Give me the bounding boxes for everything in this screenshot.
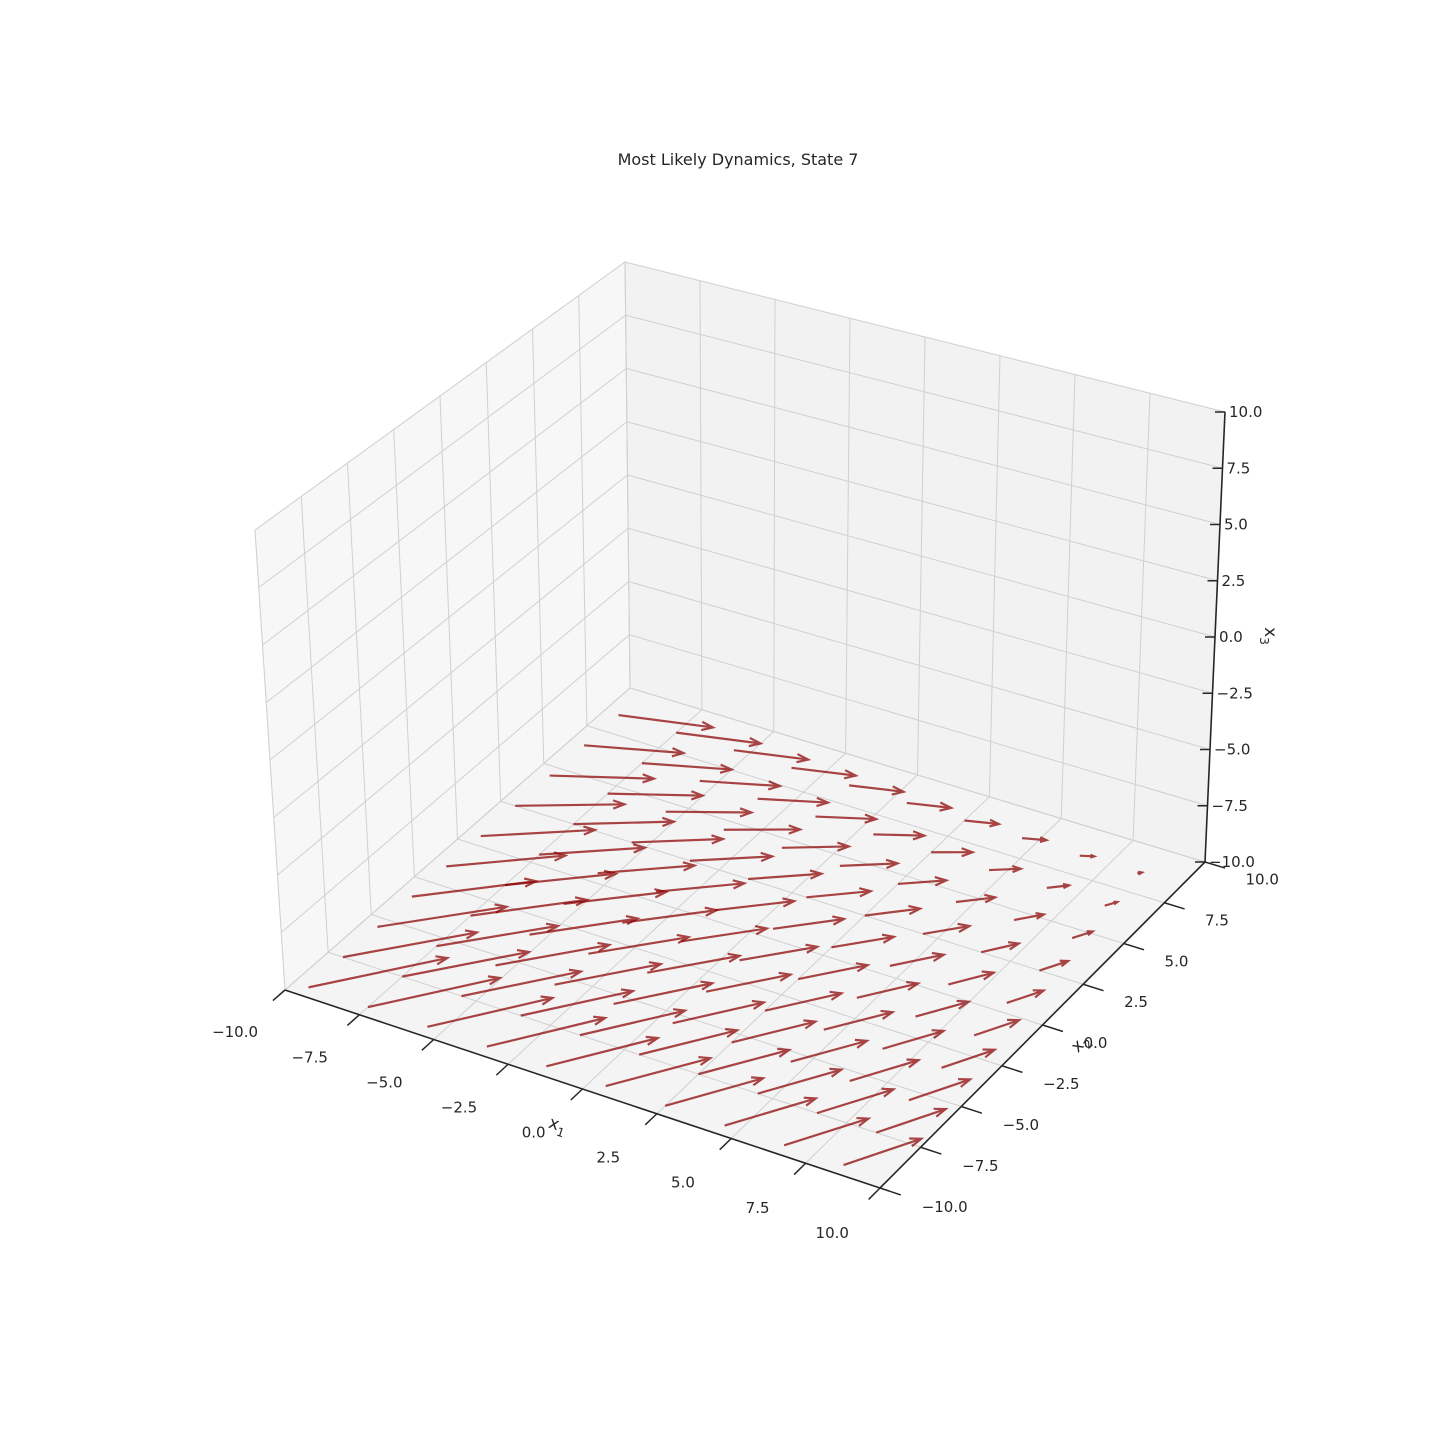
x-axis-label: x1	[545, 1113, 569, 1140]
x-tick	[794, 1163, 805, 1174]
x-tick	[347, 1015, 359, 1026]
x-tick	[869, 1188, 880, 1199]
y-tick	[961, 1107, 982, 1114]
x-tick-label: 2.5	[596, 1149, 620, 1167]
z-tick-label: −5.0	[1214, 741, 1250, 759]
y-tick-label: 7.5	[1205, 911, 1229, 929]
z-axis-label: x3	[1257, 627, 1280, 645]
x-tick	[273, 990, 285, 1001]
y-tick-label: 5.0	[1165, 952, 1189, 970]
arrow-shaft	[873, 834, 924, 835]
z-tick-label: 0.0	[1219, 628, 1243, 646]
x-tick	[571, 1089, 583, 1100]
x-tick	[422, 1040, 434, 1051]
z-tick-label: −2.5	[1217, 684, 1253, 702]
y-tick	[880, 1188, 901, 1195]
z-tick-label: −7.5	[1212, 797, 1248, 815]
y-tick	[1164, 903, 1184, 909]
x-tick-label: 7.5	[746, 1199, 770, 1217]
arrow-shaft	[666, 812, 752, 813]
x-tick	[645, 1114, 657, 1125]
x-tick-label: 10.0	[816, 1224, 849, 1242]
y-tick-label: −5.0	[1003, 1116, 1039, 1134]
y-tick-label: 10.0	[1246, 870, 1279, 888]
z-tick-label: −10.0	[1209, 853, 1255, 871]
z-tick-label: 10.0	[1229, 403, 1262, 421]
x-tick-label: −2.5	[441, 1098, 477, 1116]
quiver-arrow	[1137, 872, 1142, 875]
y-tick-label: −2.5	[1043, 1075, 1079, 1093]
x-tick-label: −10.0	[212, 1023, 258, 1041]
y-tick	[921, 1147, 942, 1154]
y-tick	[1002, 1066, 1023, 1073]
arrow-shaft	[782, 846, 849, 847]
x-tick-label: −5.0	[366, 1073, 402, 1091]
y-tick	[1124, 944, 1144, 950]
chart-title: Most Likely Dynamics, State 7	[0, 150, 1440, 169]
y-tick	[1083, 984, 1103, 990]
y-tick-label: 2.5	[1124, 993, 1148, 1011]
x-tick-label: −7.5	[291, 1048, 327, 1066]
x-tick-label: 0.0	[522, 1124, 546, 1142]
z-tick-label: 7.5	[1227, 459, 1251, 477]
z-tick-label: 5.0	[1224, 516, 1248, 534]
x-tick	[720, 1139, 732, 1150]
x-tick-label: 5.0	[671, 1174, 695, 1192]
y-tick	[1043, 1025, 1063, 1032]
arrow-shaft	[515, 804, 624, 805]
x-tick	[496, 1064, 508, 1075]
y-tick-label: −7.5	[962, 1157, 998, 1175]
y-tick-label: −10.0	[922, 1198, 968, 1216]
z-tick-label: 2.5	[1222, 572, 1246, 590]
